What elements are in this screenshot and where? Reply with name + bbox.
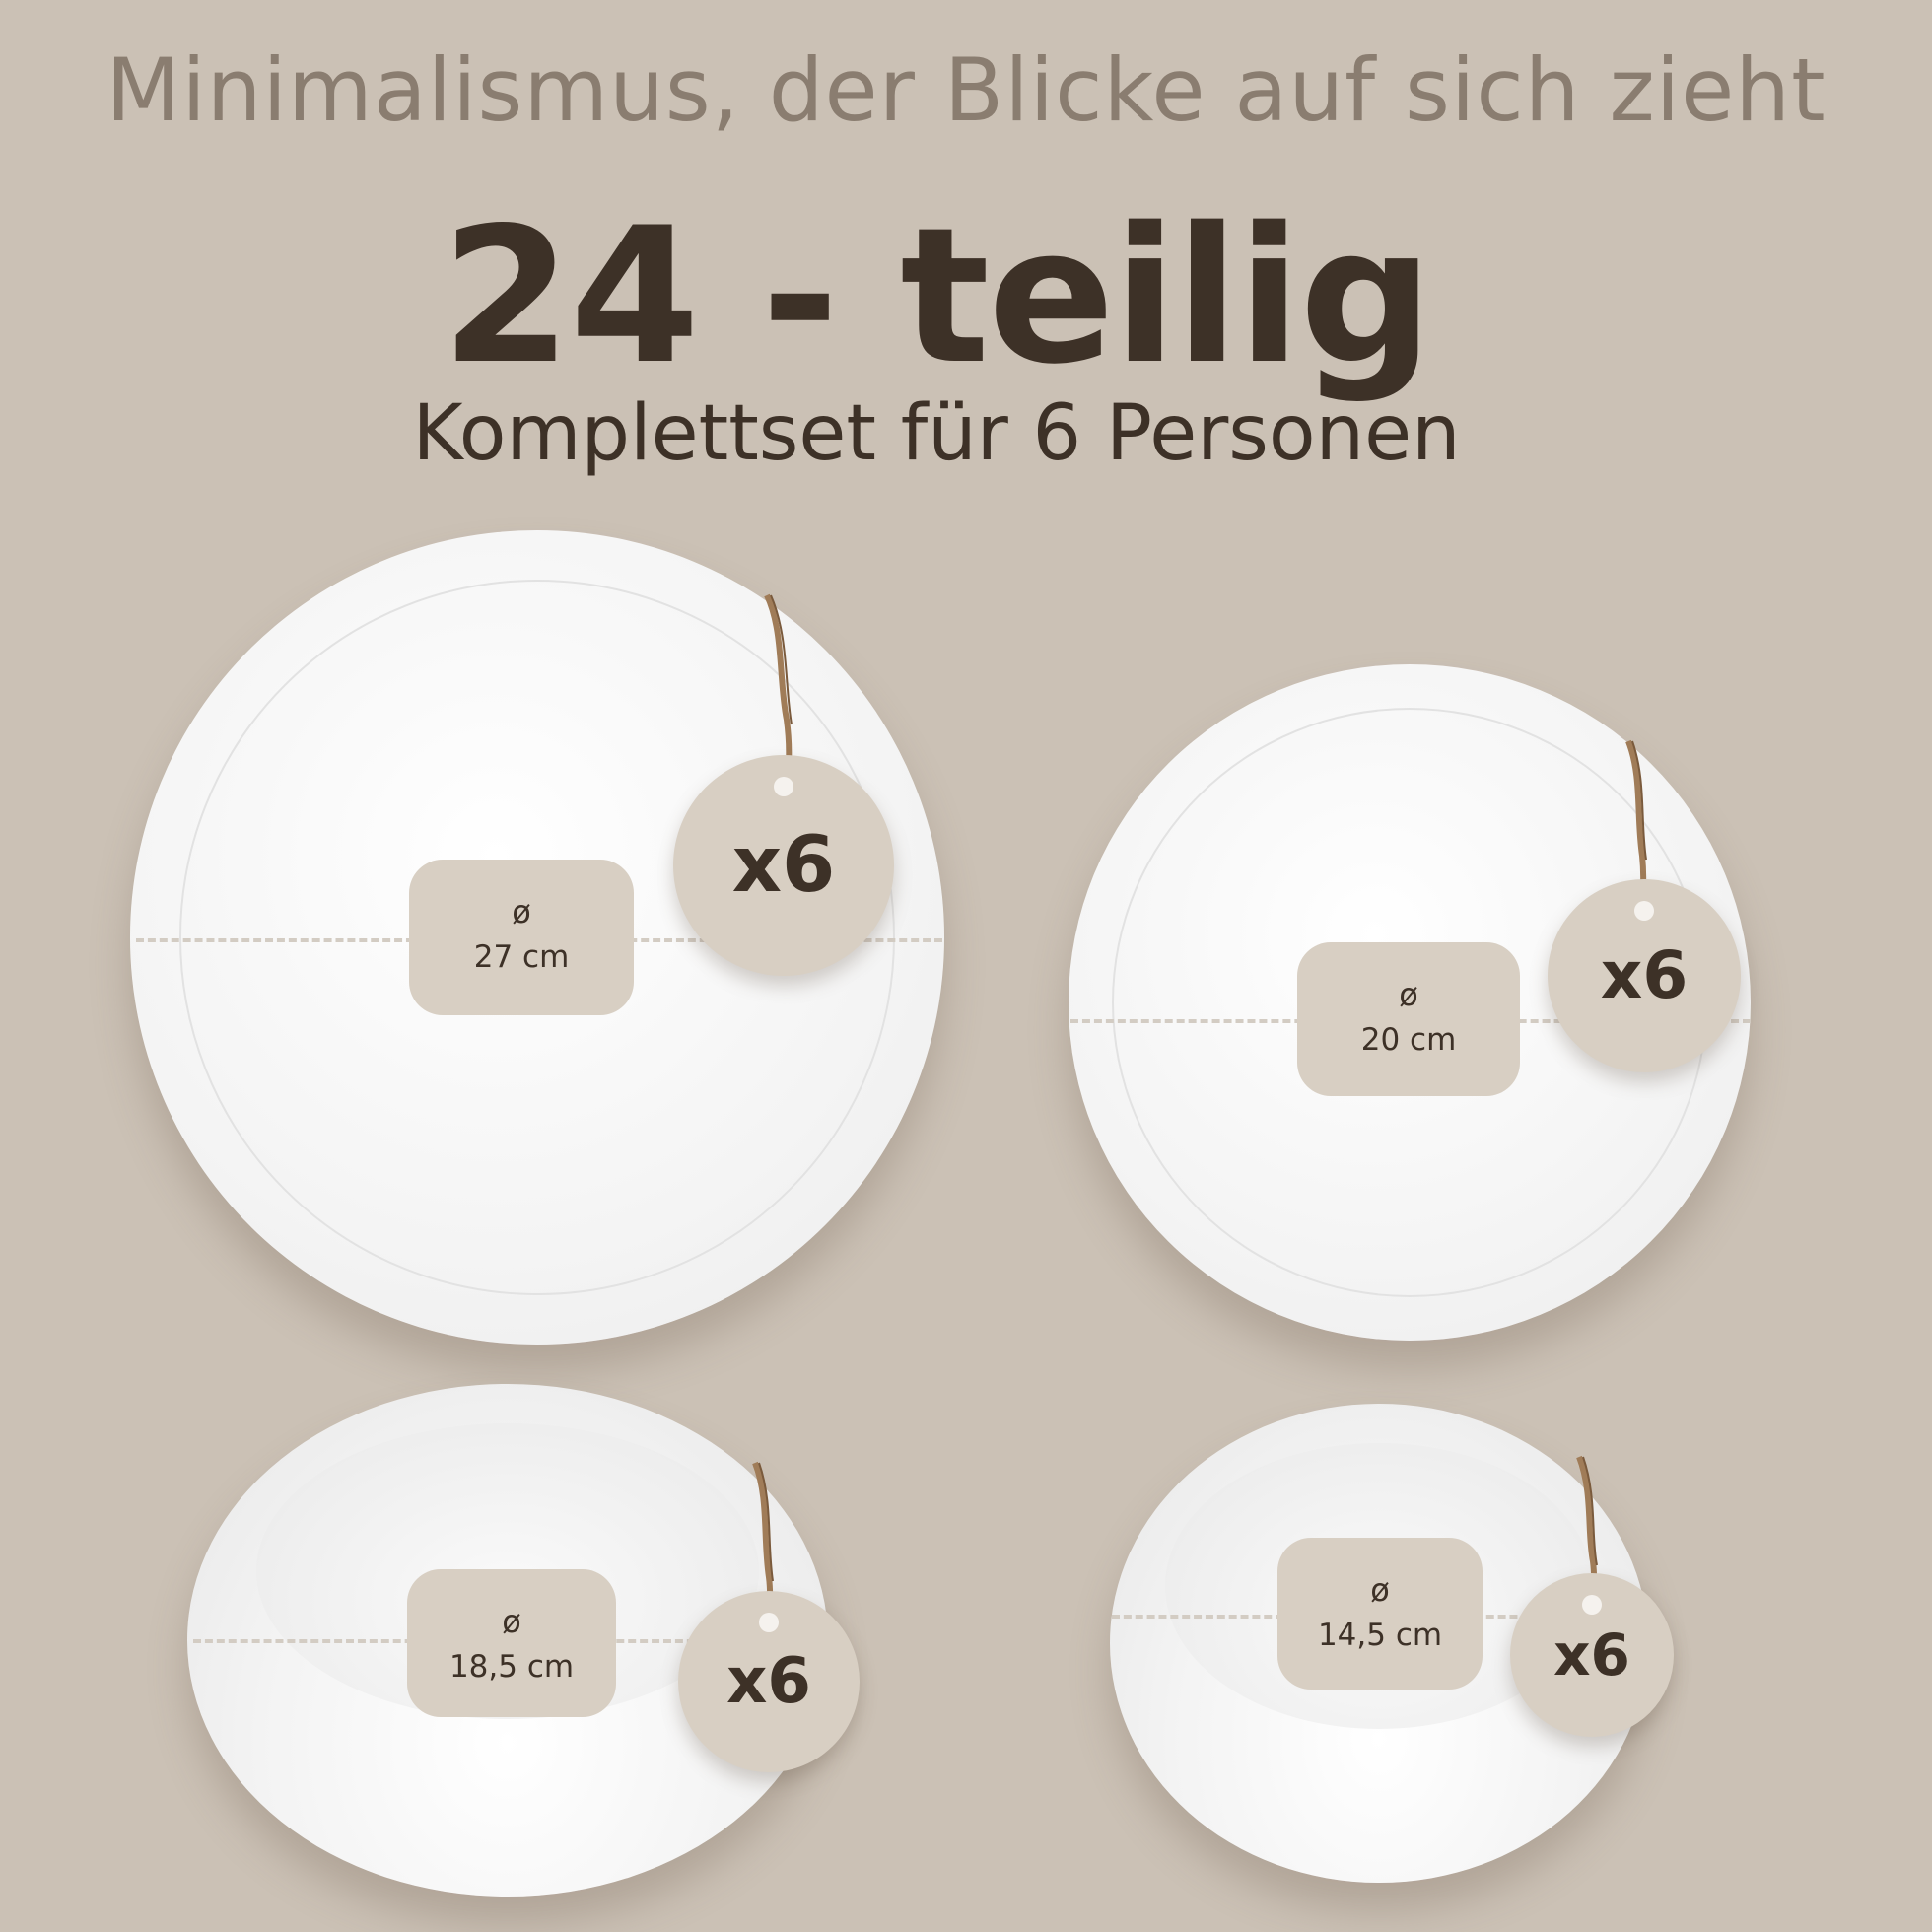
count-tag: x6 bbox=[673, 755, 894, 976]
count-tag: x6 bbox=[1510, 1573, 1674, 1737]
diameter-symbol: ø bbox=[512, 893, 531, 931]
headline: 24 - teilig bbox=[441, 187, 1434, 405]
count-value: x6 bbox=[1600, 937, 1689, 1013]
tag-hole bbox=[759, 1613, 779, 1632]
diameter-symbol: ø bbox=[502, 1603, 521, 1640]
count-value: x6 bbox=[1553, 1622, 1630, 1689]
count-tag: x6 bbox=[678, 1591, 860, 1772]
plate-rim bbox=[179, 580, 895, 1295]
diameter-value: 20 cm bbox=[1360, 1022, 1457, 1058]
diameter-label: ø 18,5 cm bbox=[407, 1569, 616, 1717]
subline: Komplettset für 6 Personen bbox=[412, 389, 1461, 478]
diameter-label: ø 20 cm bbox=[1297, 942, 1520, 1096]
diameter-label: ø 27 cm bbox=[409, 860, 634, 1015]
tag-hole bbox=[774, 777, 794, 796]
diameter-value: 14,5 cm bbox=[1317, 1618, 1443, 1653]
count-value: x6 bbox=[726, 1645, 811, 1718]
count-value: x6 bbox=[731, 821, 836, 910]
diameter-value: 27 cm bbox=[473, 939, 570, 975]
diameter-symbol: ø bbox=[1370, 1571, 1390, 1609]
diameter-label: ø 14,5 cm bbox=[1277, 1538, 1483, 1690]
diameter-value: 18,5 cm bbox=[448, 1649, 575, 1685]
diameter-symbol: ø bbox=[1399, 976, 1418, 1013]
tag-hole bbox=[1634, 901, 1654, 921]
tagline: Minimalismus, der Blicke auf sich zieht bbox=[105, 39, 1827, 141]
count-tag: x6 bbox=[1548, 879, 1741, 1072]
tag-hole bbox=[1582, 1595, 1602, 1615]
